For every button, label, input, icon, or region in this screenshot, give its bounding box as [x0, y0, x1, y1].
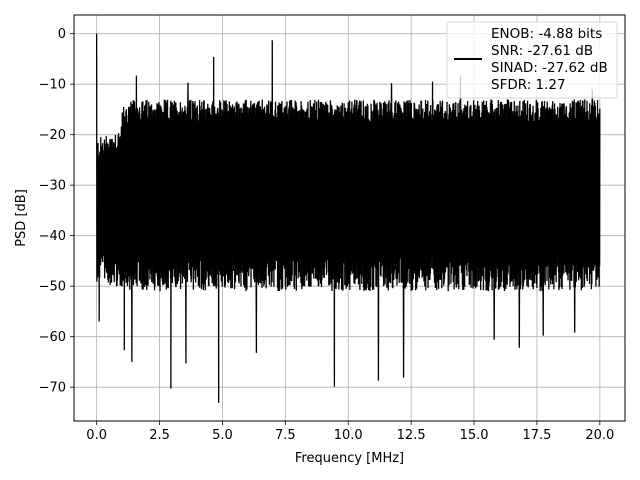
x-axis-label: Frequency [MHz]: [295, 451, 404, 466]
y-tick-label: −60: [39, 330, 66, 345]
legend-box: [446, 21, 618, 99]
y-tick-label: −50: [39, 280, 66, 295]
x-tick-label: 0.0: [86, 428, 107, 443]
x-tick-label: 20.0: [585, 428, 614, 443]
y-tick-label: −20: [39, 128, 66, 143]
y-tick-label: −10: [39, 78, 66, 93]
y-axis-ticks: 0 −10 −20 −30 −40 −50 −60 −70: [39, 27, 74, 396]
x-tick-label: 5.0: [212, 428, 233, 443]
legend-entry-sinad: SINAD: -27.62 dB: [491, 60, 608, 76]
x-tick-label: 2.5: [149, 428, 170, 443]
legend-entry-sfdr: SFDR: 1.27: [491, 77, 566, 93]
y-tick-label: −30: [39, 179, 66, 194]
x-axis-ticks: 0.0 2.5 5.0 7.5 10.0 12.5 15.0 17.5 20.0: [86, 421, 614, 443]
psd-series: [95, 33, 601, 403]
psd-series-line: [95, 33, 601, 403]
x-tick-label: 12.5: [397, 428, 426, 443]
y-tick-label: −40: [39, 229, 66, 244]
legend: ENOB: -4.88 bits SNR: -27.61 dB SINAD: -…: [446, 21, 618, 99]
plot-frame: [73, 14, 626, 422]
legend-entry-enob: ENOB: -4.88 bits: [491, 26, 602, 42]
legend-entry-snr: SNR: -27.61 dB: [491, 43, 593, 59]
y-tick-label: −70: [39, 381, 66, 396]
x-tick-label: 7.5: [275, 428, 296, 443]
y-axis-label: PSD [dB]: [14, 189, 29, 247]
y-tick-label: 0: [58, 27, 66, 42]
x-tick-label: 10.0: [334, 428, 363, 443]
x-tick-label: 17.5: [522, 428, 551, 443]
x-tick-label: 15.0: [460, 428, 489, 443]
